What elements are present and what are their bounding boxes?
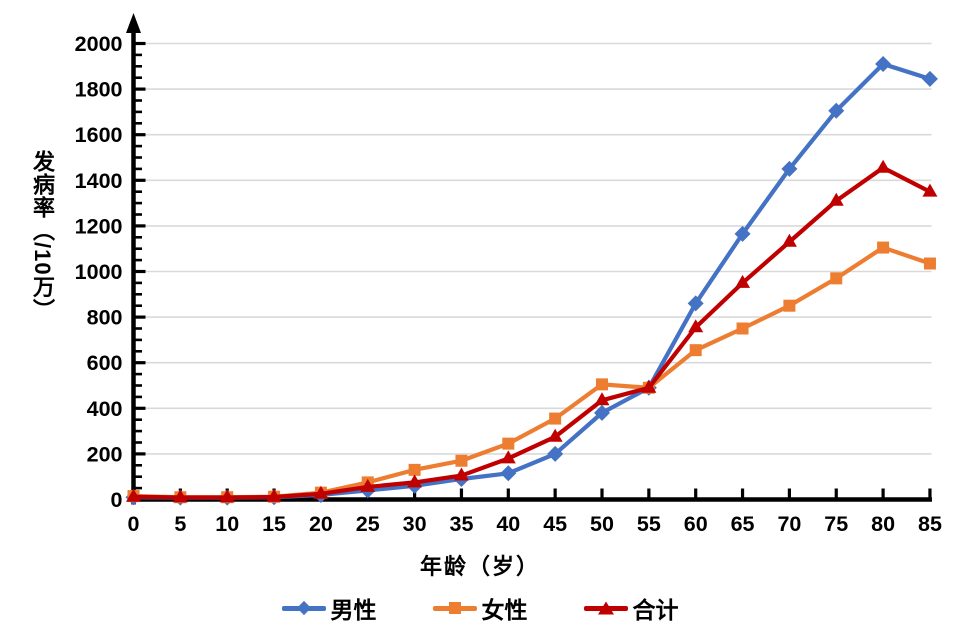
axes xyxy=(126,13,932,505)
y-tick-label: 800 xyxy=(87,306,123,330)
x-tick-label: 15 xyxy=(262,512,286,536)
square-marker-icon xyxy=(830,272,843,285)
legend-line-sample xyxy=(432,602,477,614)
diamond-marker-icon xyxy=(828,102,845,119)
y-ticks xyxy=(135,41,146,502)
triangle-marker-icon xyxy=(360,478,376,492)
diamond-marker-icon xyxy=(594,404,610,421)
y-tick-label: 0 xyxy=(111,488,123,512)
triangle-marker-icon xyxy=(219,489,235,503)
triangle-marker-icon xyxy=(828,192,844,206)
series-total-markers xyxy=(126,159,938,503)
x-tick-label: 65 xyxy=(731,512,755,536)
x-tick-label: 80 xyxy=(871,512,895,536)
x-tick-labels: 0 5 10 15 20 25 30 35 40 45 50 55 60 65 70 75 80 85 xyxy=(128,512,942,536)
diamond-marker-icon xyxy=(734,225,751,242)
x-tick-label: 45 xyxy=(543,512,567,536)
series-male xyxy=(125,56,938,506)
triangle-marker-icon xyxy=(594,392,610,406)
triangle-marker-icon xyxy=(266,488,282,502)
legend-label-female: 女性 xyxy=(481,597,528,623)
x-tick-label: 35 xyxy=(449,512,473,536)
diamond-marker-icon xyxy=(547,445,564,462)
x-tick-label: 60 xyxy=(684,512,708,536)
y-gridlines xyxy=(134,42,932,455)
diamond-marker-icon xyxy=(500,465,517,482)
square-marker-icon xyxy=(455,454,468,467)
y-tick-label: 1400 xyxy=(75,169,123,193)
y-tick-label: 200 xyxy=(87,442,123,466)
y-tick-label: 1600 xyxy=(75,123,123,147)
series-male-markers xyxy=(125,56,938,506)
x-tick-label: 20 xyxy=(309,512,333,536)
y-axis-arrow-icon xyxy=(126,13,141,33)
y-tick-label: 1200 xyxy=(75,214,123,238)
square-marker-icon xyxy=(408,463,421,476)
triangle-marker-icon xyxy=(688,319,704,333)
square-marker-icon xyxy=(783,299,796,312)
triangle-marker-icon xyxy=(453,467,469,481)
square-marker-icon xyxy=(877,241,890,254)
x-tick-label: 30 xyxy=(403,512,427,536)
triangle-marker-icon xyxy=(547,428,563,442)
x-tick-label: 25 xyxy=(356,512,380,536)
y-axis-title: 发病率（/10万） xyxy=(30,150,55,322)
legend-label-male: 男性 xyxy=(330,597,377,623)
legend-line-sample xyxy=(281,600,326,616)
triangle-marker-icon xyxy=(126,488,141,502)
y-tick-label: 2000 xyxy=(75,32,123,56)
x-tick-label: 75 xyxy=(824,512,848,536)
triangle-marker-icon xyxy=(922,183,938,197)
y-tick-label: 1000 xyxy=(75,260,123,284)
triangle-marker-icon xyxy=(407,474,423,488)
x-tick-label: 0 xyxy=(128,512,140,536)
triangle-marker-icon xyxy=(172,489,188,503)
square-marker-icon xyxy=(502,437,515,450)
series-female-line xyxy=(131,245,933,500)
x-tick-label: 55 xyxy=(637,512,661,536)
legend-label-total: 合计 xyxy=(632,597,679,623)
x-axis-title: 年龄（岁） xyxy=(419,554,540,579)
legend-item-total: 合计 xyxy=(583,591,679,625)
triangle-marker-icon xyxy=(641,379,657,393)
triangle-marker-icon xyxy=(313,485,329,499)
legend-item-male: 男性 xyxy=(281,591,377,625)
x-tick-label: 50 xyxy=(590,512,614,536)
legend: 男性 女性 合计 xyxy=(0,591,960,625)
x-tick-label: 5 xyxy=(174,512,186,536)
series-total xyxy=(126,159,938,503)
square-marker-icon xyxy=(596,378,608,391)
x-tick-label: 85 xyxy=(918,512,942,536)
legend-item-female: 女性 xyxy=(432,591,528,625)
diamond-marker-icon xyxy=(921,70,938,87)
diamond-marker-icon xyxy=(687,295,704,312)
diamond-marker-icon xyxy=(296,600,311,616)
square-marker-icon xyxy=(923,257,936,270)
square-marker-icon xyxy=(448,602,461,614)
x-tick-label: 40 xyxy=(496,512,520,536)
y-tick-label: 400 xyxy=(87,397,123,421)
series-total-line xyxy=(131,165,933,500)
triangle-marker-icon xyxy=(875,159,891,173)
x-tick-label: 10 xyxy=(215,512,239,536)
y-tick-label: 1800 xyxy=(75,78,123,102)
square-marker-icon xyxy=(689,344,702,357)
diamond-marker-icon xyxy=(781,160,798,177)
triangle-marker-icon xyxy=(597,601,614,615)
x-tick-label: 70 xyxy=(777,512,801,536)
legend-line-sample xyxy=(583,601,628,615)
y-tick-label: 600 xyxy=(87,351,123,375)
triangle-marker-icon xyxy=(735,274,751,288)
square-marker-icon xyxy=(549,412,562,425)
square-marker-icon xyxy=(736,322,749,335)
diamond-marker-icon xyxy=(875,56,892,73)
triangle-marker-icon xyxy=(781,233,797,247)
y-tick-labels: 0 200 400 600 800 1000 1200 1400 1600 1800 2000 xyxy=(75,32,123,512)
triangle-marker-icon xyxy=(500,450,516,464)
